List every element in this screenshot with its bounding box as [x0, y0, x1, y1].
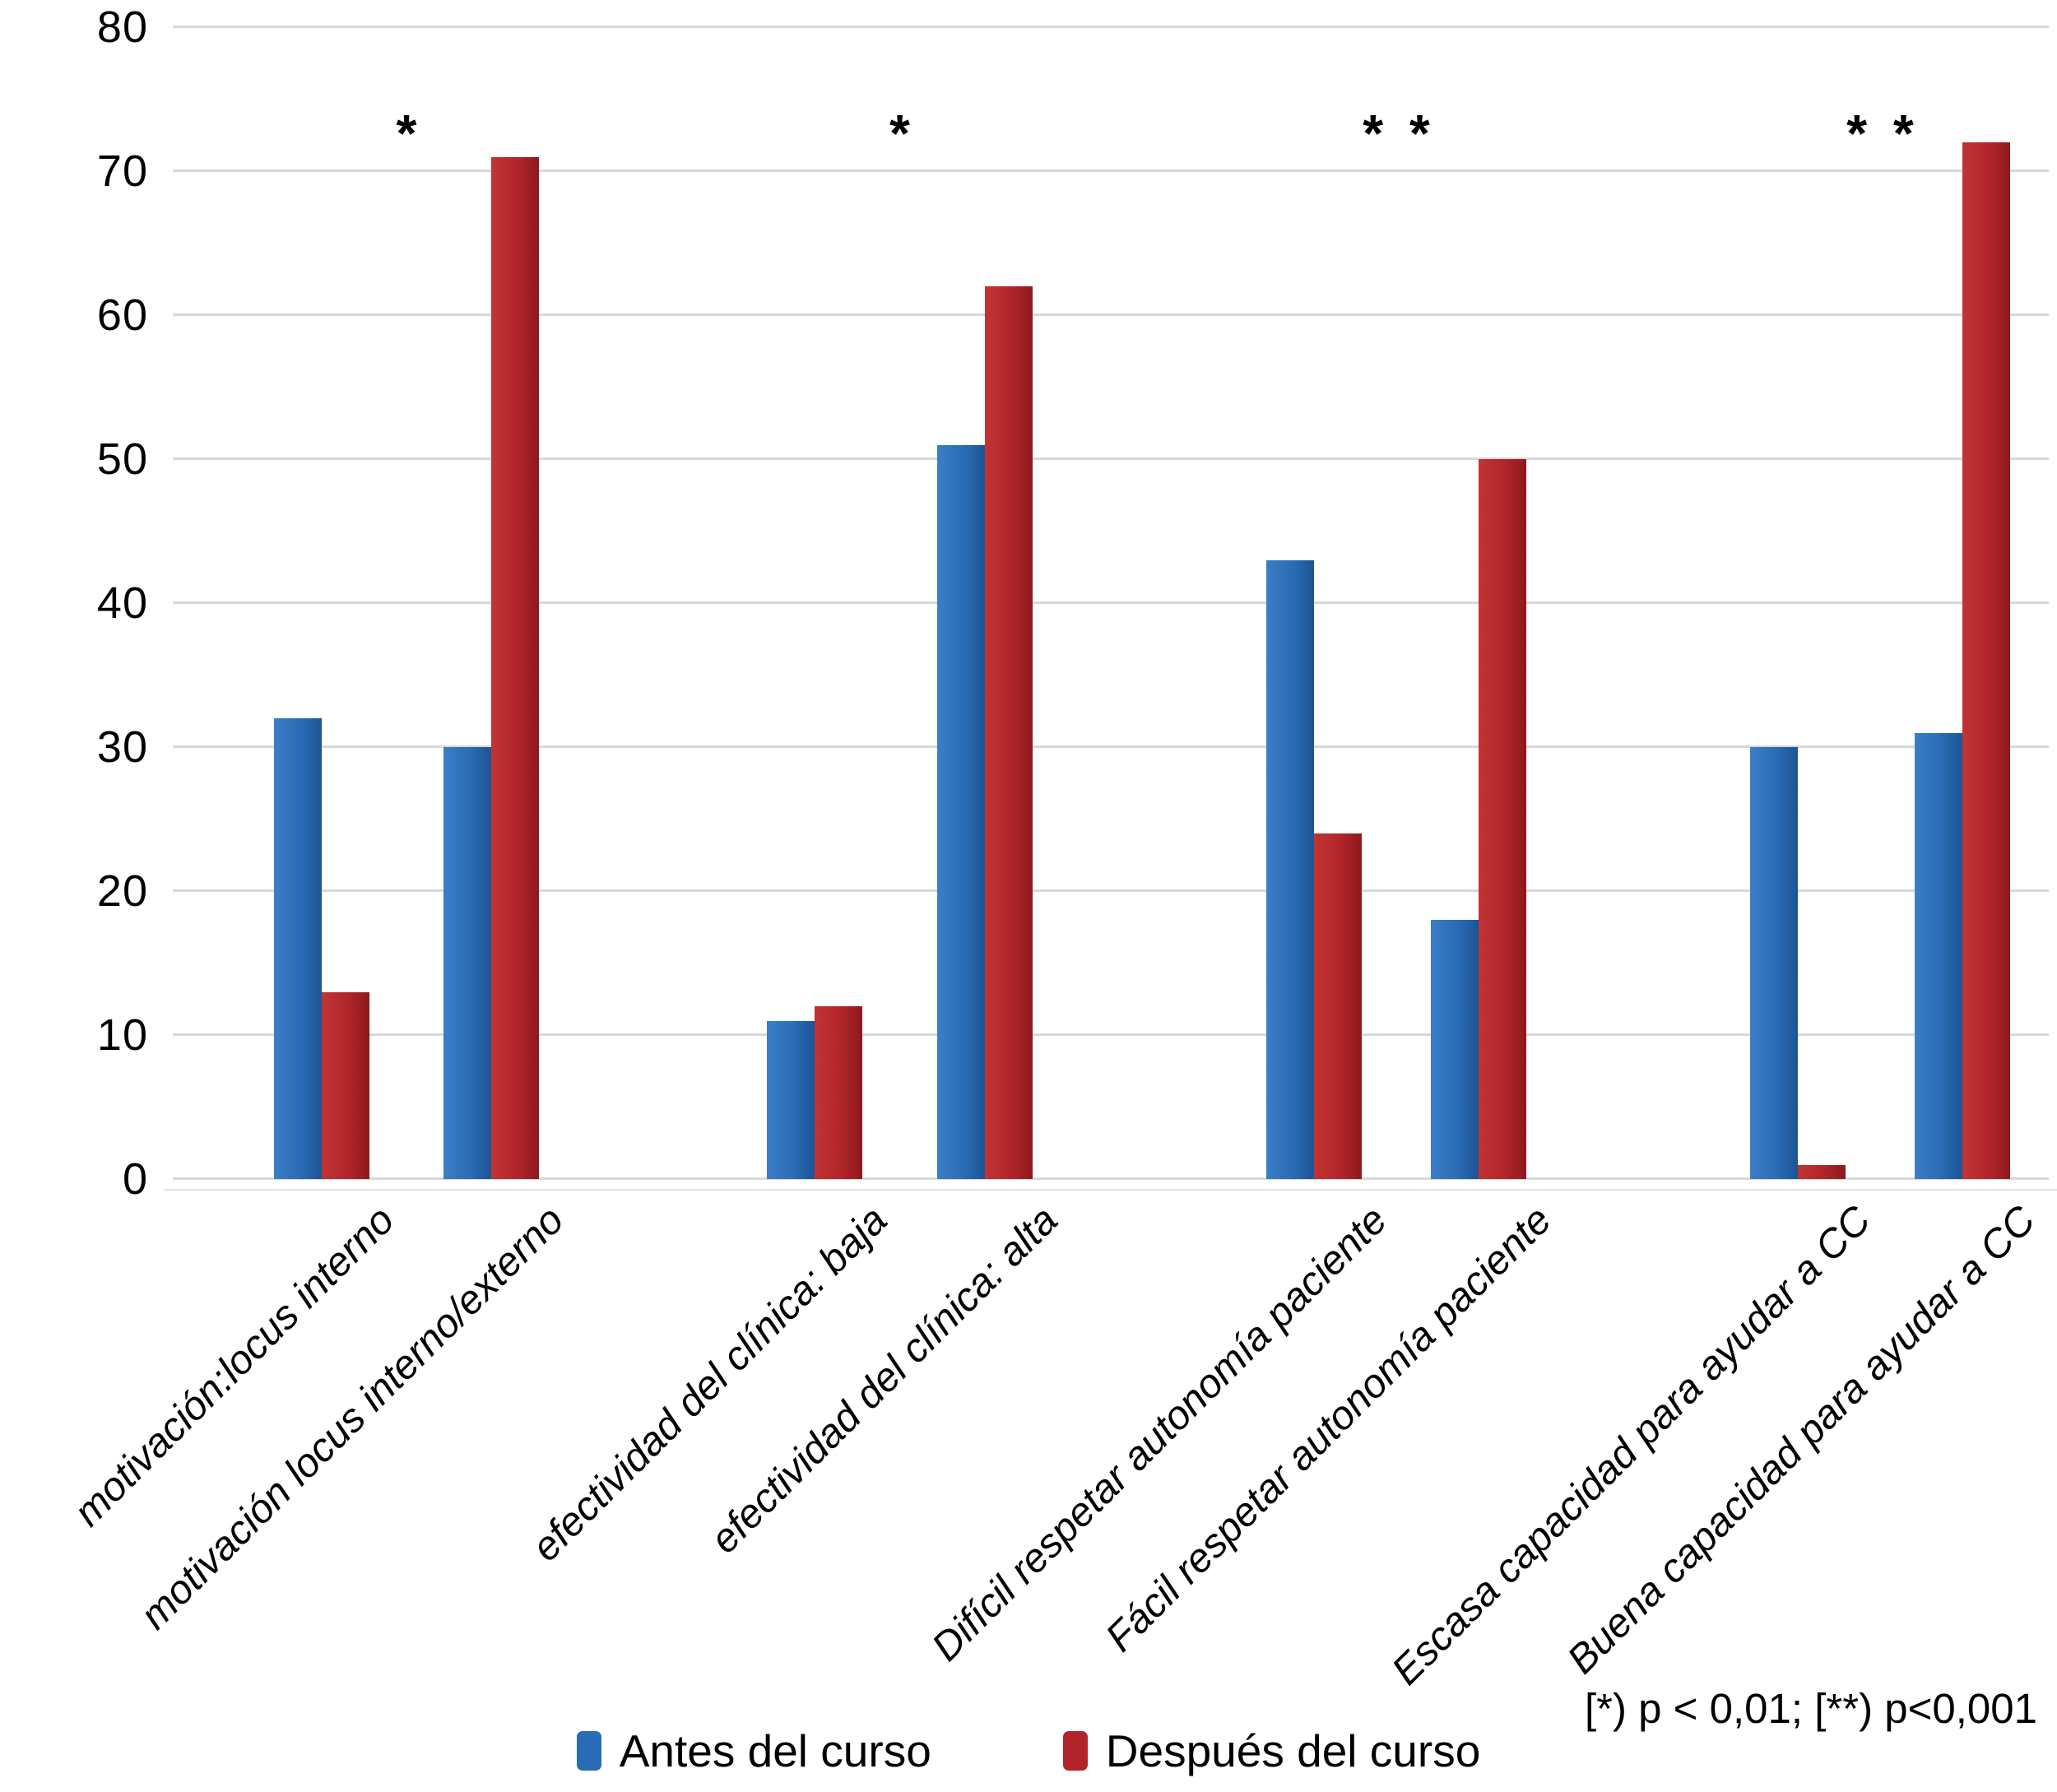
significance-marker-0: * — [396, 104, 417, 163]
bar-antes-3 — [937, 444, 985, 1179]
legend-label-antes: Antes del curso — [619, 1725, 931, 1776]
legend-item-antes: Antes del curso — [576, 1725, 931, 1776]
bar-despues-0 — [322, 991, 369, 1179]
significance-marker-1: * — [889, 104, 910, 163]
legend-swatch-antes-icon — [576, 1731, 601, 1771]
bar-despues-1 — [491, 156, 539, 1179]
bar-antes-6 — [1750, 747, 1798, 1179]
gridline-y-50 — [173, 457, 2049, 460]
bar-antes-0 — [274, 718, 322, 1179]
bar-despues-2 — [815, 1006, 862, 1179]
bar-antes-2 — [767, 1020, 815, 1179]
y-axis-tick-label-80: 80 — [96, 2, 148, 52]
x-axis-category-label-3: efectividad del clínica: alta — [702, 1197, 1066, 1562]
significance-marker-2: * * — [1363, 104, 1430, 163]
significance-footnote: [*) p < 0,01; [**) p<0,001 — [1584, 1685, 2037, 1732]
plot-area: motivación:locus interno motivación locus… — [66, 26, 2057, 1693]
gridline-y-0 — [173, 1177, 2049, 1180]
gridline-y-20 — [173, 889, 2049, 892]
y-axis-tick-label-30: 30 — [96, 722, 148, 772]
bar-despues-6 — [1798, 1164, 1846, 1179]
gridline-y-10 — [173, 1033, 2049, 1036]
bar-antes-5 — [1431, 920, 1479, 1179]
x-axis-category-label-2: efectividad del clínica: baja — [523, 1197, 896, 1571]
y-axis-tick-label-50: 50 — [96, 434, 148, 484]
y-axis-tick-label-10: 10 — [96, 1010, 148, 1060]
bar-antes-1 — [443, 747, 491, 1179]
gridline-y-70 — [173, 169, 2049, 172]
legend-item-despues: Después del curso — [1062, 1725, 1481, 1776]
significance-marker-3: * * — [1846, 104, 1914, 163]
gridline-y-80 — [173, 26, 2049, 28]
gridline-y-60 — [173, 313, 2049, 316]
y-axis-tick-label-70: 70 — [96, 146, 148, 196]
y-axis-tick-label-40: 40 — [96, 578, 148, 628]
chart-legend: Antes del curso Después del curso — [0, 1726, 2057, 1776]
legend-label-despues: Después del curso — [1105, 1725, 1481, 1776]
gridline-y-40 — [173, 601, 2049, 604]
axis-baseline-shadow — [165, 1189, 2057, 1191]
bar-despues-7 — [1962, 142, 2010, 1179]
gridline-y-30 — [173, 745, 2049, 748]
bar-antes-7 — [1915, 732, 1962, 1179]
y-axis-tick-label-60: 60 — [96, 290, 148, 340]
bar-despues-3 — [985, 286, 1033, 1179]
y-axis-tick-label-20: 20 — [96, 866, 148, 916]
bar-antes-4 — [1266, 559, 1314, 1179]
bar-despues-5 — [1479, 459, 1526, 1179]
x-axis-category-label-0: motivación:locus interno — [66, 1197, 403, 1535]
bar-despues-4 — [1314, 833, 1362, 1179]
legend-swatch-despues-icon — [1062, 1731, 1088, 1771]
y-axis-tick-label-0: 0 — [122, 1154, 148, 1204]
